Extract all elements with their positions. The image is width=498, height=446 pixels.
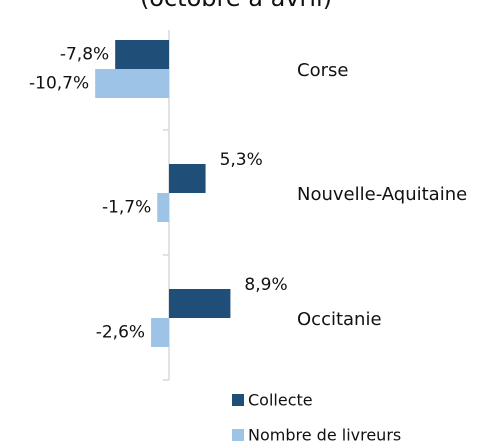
category-label: Corse (297, 60, 348, 81)
legend-label: Collecte (248, 391, 313, 410)
category-label: Nouvelle-Aquitaine (297, 184, 467, 205)
legend-label: Nombre de livreurs (248, 426, 401, 445)
bar (169, 289, 231, 318)
data-label: -2,6% (96, 323, 145, 343)
data-label: 8,9% (244, 275, 287, 295)
bar (115, 40, 169, 69)
bar (95, 69, 169, 98)
data-label: -7,8% (60, 45, 109, 65)
category-label: Occitanie (297, 309, 382, 330)
data-label: 5,3% (220, 150, 263, 170)
bar (169, 164, 206, 193)
chart-title: (octobre à avril) (140, 0, 332, 12)
legend-swatch (232, 394, 244, 406)
bar (157, 193, 169, 222)
data-label: -10,7% (29, 74, 89, 94)
data-label: -1,7% (102, 198, 151, 218)
bar (151, 318, 169, 347)
legend-swatch (232, 429, 244, 441)
